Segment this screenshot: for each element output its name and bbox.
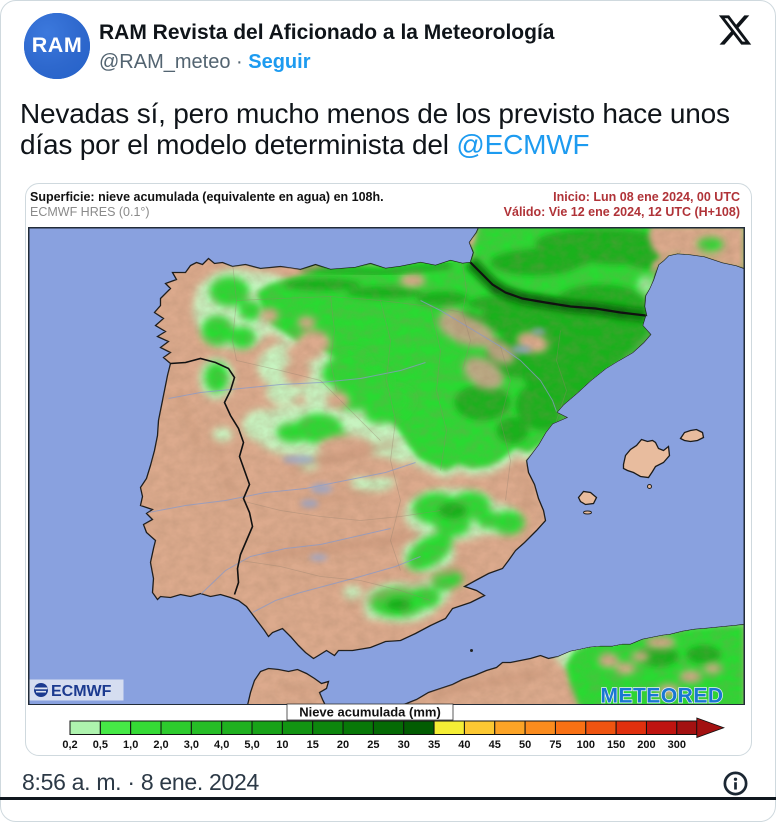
- svg-text:300: 300: [668, 739, 686, 751]
- svg-text:1,0: 1,0: [123, 739, 138, 751]
- svg-text:Nieve acumulada (mm): Nieve acumulada (mm): [299, 705, 441, 720]
- svg-text:METEORED: METEORED: [600, 684, 723, 705]
- svg-text:5,0: 5,0: [244, 739, 259, 751]
- svg-text:45: 45: [489, 739, 501, 751]
- svg-text:15: 15: [307, 739, 319, 751]
- svg-text:200: 200: [637, 739, 655, 751]
- svg-text:0,5: 0,5: [93, 739, 108, 751]
- svg-text:30: 30: [398, 739, 410, 751]
- svg-text:50: 50: [519, 739, 531, 751]
- svg-text:100: 100: [577, 739, 595, 751]
- svg-text:3,0: 3,0: [184, 739, 199, 751]
- svg-text:10: 10: [276, 739, 288, 751]
- svg-text:4,0: 4,0: [214, 739, 229, 751]
- svg-text:0,2: 0,2: [62, 739, 77, 751]
- svg-text:40: 40: [458, 739, 470, 751]
- svg-text:2,0: 2,0: [153, 739, 168, 751]
- svg-text:150: 150: [607, 739, 625, 751]
- svg-text:25: 25: [367, 739, 379, 751]
- svg-text:75: 75: [549, 739, 561, 751]
- svg-text:20: 20: [337, 739, 349, 751]
- svg-text:35: 35: [428, 739, 440, 751]
- svg-text:ECMWF: ECMWF: [51, 683, 112, 700]
